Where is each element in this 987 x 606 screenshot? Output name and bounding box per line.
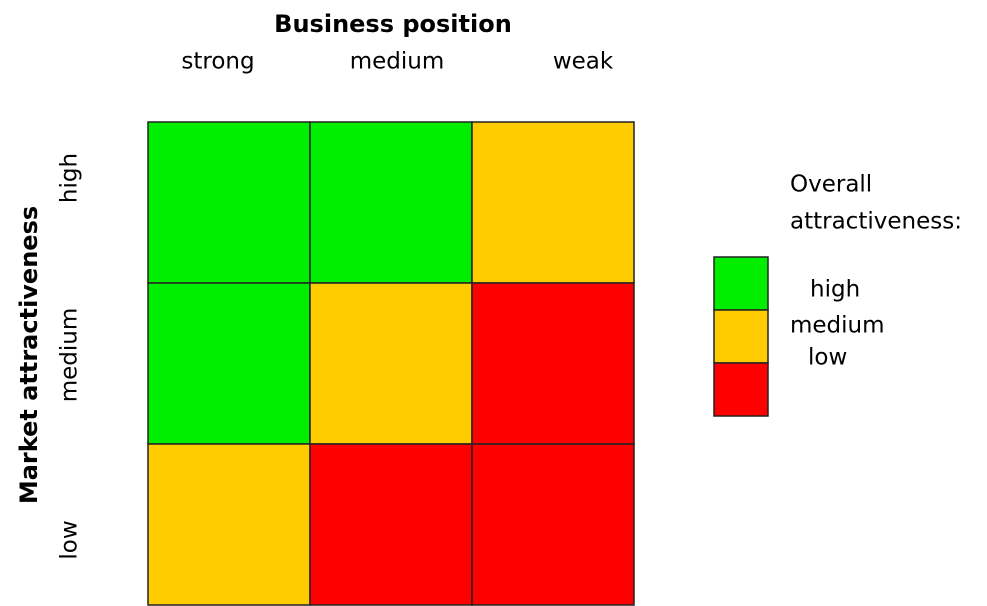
matrix-cell — [309, 443, 473, 606]
legend-swatch — [713, 362, 769, 417]
row-axis-title: Market attractiveness — [15, 206, 43, 504]
matrix-cell — [471, 282, 635, 445]
legend-swatch — [713, 256, 769, 311]
matrix-cell — [147, 443, 311, 606]
matrix-cell — [471, 443, 635, 606]
legend-label: low — [808, 345, 847, 371]
matrix-cell — [147, 121, 311, 284]
matrix-cell — [471, 121, 635, 284]
matrix-cell — [309, 282, 473, 445]
matrix-cell — [147, 282, 311, 445]
legend-title: Overall — [790, 172, 872, 198]
column-axis-title: Business position — [274, 10, 512, 38]
legend-swatch — [713, 309, 769, 364]
column-label: weak — [553, 49, 614, 75]
column-label: strong — [181, 49, 254, 75]
legend-title: attractiveness: — [790, 209, 962, 235]
legend-label: medium — [790, 313, 885, 339]
matrix-cell — [309, 121, 473, 284]
column-label: medium — [350, 49, 445, 75]
row-label: medium — [57, 308, 83, 403]
legend-label: high — [810, 277, 860, 303]
row-label: high — [57, 153, 83, 203]
row-label: low — [57, 520, 83, 559]
